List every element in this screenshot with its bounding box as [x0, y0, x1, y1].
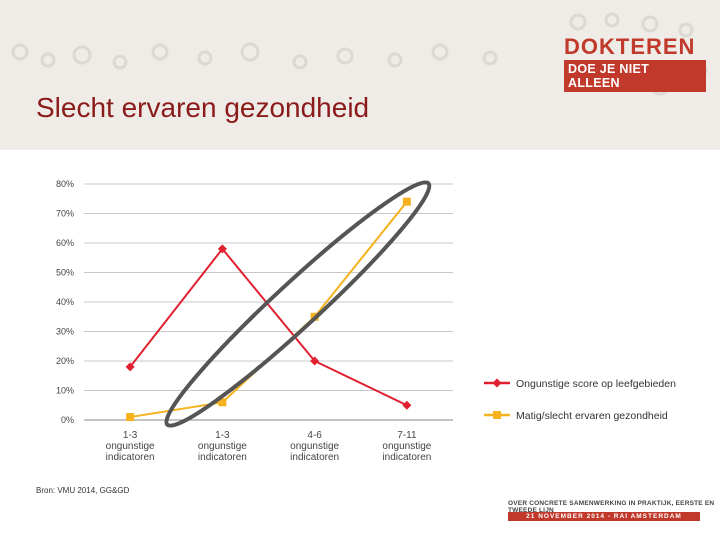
- logo-tagline: DOE JE NIET ALLEEN: [564, 60, 706, 92]
- data-point: [217, 244, 227, 254]
- logo-text: DOKTEREN: [564, 34, 696, 59]
- data-point: [125, 362, 135, 372]
- data-point: [310, 356, 320, 366]
- y-tick-label: 70%: [56, 209, 74, 219]
- data-point: [218, 398, 227, 407]
- slide-title: Slecht ervaren gezondheid: [36, 92, 370, 123]
- series-line: [129, 247, 408, 407]
- legend-label: Ongunstige score op leefgebieden: [516, 378, 676, 390]
- x-tick-label: 1-3: [215, 430, 230, 441]
- x-tick-label: indicatoren: [290, 452, 339, 463]
- y-tick-label: 30%: [56, 327, 74, 337]
- y-tick-label: 50%: [56, 268, 74, 278]
- line-chart: 0%10%20%30%40%50%60%70%80%1-3ongunstigei…: [56, 179, 676, 463]
- x-tick-label: 1-3: [123, 430, 138, 441]
- source-note: Bron: VMU 2014, GG&GD: [36, 486, 130, 495]
- data-point: [402, 197, 411, 206]
- y-tick-label: 20%: [56, 356, 74, 366]
- x-tick-label: 4-6: [307, 430, 322, 441]
- x-tick-label: 7-11: [397, 430, 417, 441]
- x-tick-label: ongunstige: [106, 441, 155, 452]
- x-tick-label: indicatoren: [382, 452, 431, 463]
- y-tick-label: 10%: [56, 386, 74, 396]
- legend-marker: [493, 411, 501, 419]
- legend-marker: [492, 378, 502, 388]
- x-tick-label: ongunstige: [198, 441, 247, 452]
- data-point: [402, 400, 412, 410]
- y-tick-label: 40%: [56, 297, 74, 307]
- y-tick-label: 0%: [61, 415, 74, 425]
- y-tick-label: 60%: [56, 238, 74, 248]
- chart-container: 0% 10% 20% 30% 40% 50% 60% 70% 80% 1-3 ongunstige i…: [36, 162, 696, 476]
- logo: DOKTEREN DOE JE NIET ALLEEN: [556, 30, 706, 92]
- x-tick-label: ongunstige: [382, 441, 431, 452]
- x-tick-label: ongunstige: [290, 441, 339, 452]
- y-tick-label: 80%: [56, 179, 74, 189]
- footer-date-banner: 21 NOVEMBER 2014 - RAI AMSTERDAM: [508, 512, 700, 521]
- footer-subtitle: OVER CONCRETE SAMENWERKING IN PRAKTIJK, …: [508, 500, 715, 514]
- legend-label: Matig/slecht ervaren gezondheid: [516, 410, 668, 422]
- x-tick-label: indicatoren: [106, 452, 155, 463]
- x-tick-label: indicatoren: [198, 452, 247, 463]
- data-point: [126, 413, 135, 422]
- annotation-ellipse: [164, 180, 432, 428]
